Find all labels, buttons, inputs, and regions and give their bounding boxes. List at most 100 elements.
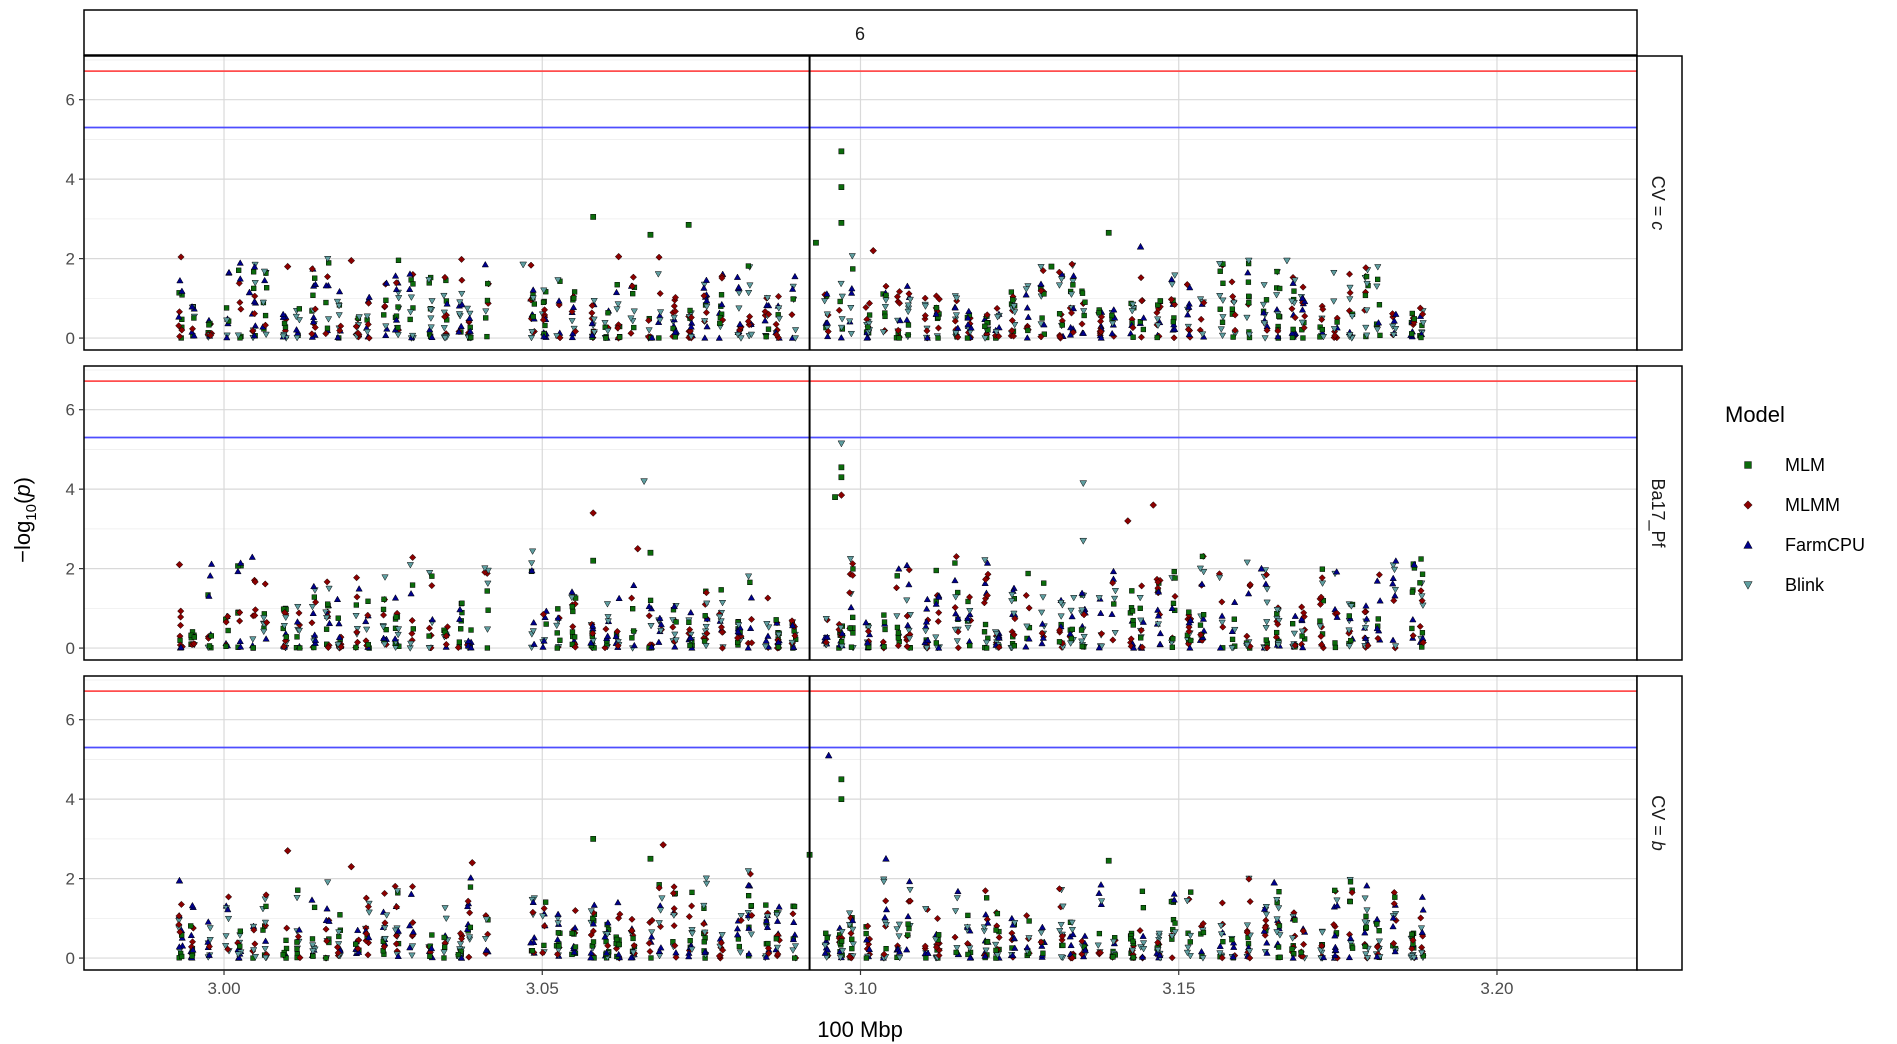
snp-point-blink — [1217, 326, 1225, 333]
snp-point-farmcpu — [1389, 914, 1397, 921]
snp-point-mlmm — [1097, 317, 1105, 325]
snp-point-mlm — [1332, 887, 1338, 894]
legend-key-mlm — [1744, 461, 1752, 469]
snp-point-mlmm — [1109, 579, 1117, 587]
snp-point-mlm — [395, 324, 401, 331]
snp-point-blink — [627, 315, 635, 322]
snp-point-mlm — [1039, 315, 1045, 321]
snp-point-blink — [441, 335, 449, 342]
snp-point-mlmm — [571, 907, 579, 915]
snp-point-farmcpu — [569, 303, 578, 311]
snp-point-mlm — [616, 334, 623, 340]
snp-point-mlmm — [995, 332, 1003, 340]
snp-point-mlm — [895, 630, 902, 636]
peak-point-mlm — [813, 239, 819, 246]
snp-point-mlm — [1319, 566, 1326, 572]
snp-point-blink — [656, 309, 665, 316]
peak-point-mlm — [647, 855, 654, 862]
snp-point-farmcpu — [1391, 947, 1399, 955]
snp-point-blink — [1008, 598, 1016, 605]
snp-point-mlmm — [408, 630, 416, 638]
snp-point-mlm — [543, 621, 549, 627]
snp-point-blink — [1037, 264, 1045, 271]
snp-point-blink — [1418, 949, 1426, 957]
snp-point-mlmm — [353, 593, 361, 601]
snp-point-mlm — [208, 633, 215, 639]
snp-point-mlm — [206, 643, 213, 649]
snp-point-mlm — [689, 889, 695, 896]
snp-point-blink — [1216, 293, 1224, 300]
snp-point-mlm — [984, 939, 991, 945]
snp-point-blink — [1319, 334, 1328, 341]
snp-point-mlmm — [337, 643, 345, 651]
snp-point-mlmm — [1185, 623, 1193, 631]
snp-point-mlm — [792, 955, 798, 961]
snp-point-blink — [293, 895, 301, 902]
snp-point-blink — [261, 946, 269, 953]
snp-point-mlmm — [951, 317, 959, 325]
peak-point-mlmm — [869, 246, 877, 255]
snp-point-mlm — [763, 334, 769, 340]
snp-point-mlm — [283, 937, 289, 944]
snp-point-farmcpu — [982, 910, 990, 918]
snp-point-mlmm — [308, 619, 316, 627]
snp-point-mlm — [1068, 635, 1075, 642]
snp-point-blink — [744, 868, 752, 875]
snp-point-farmcpu — [587, 954, 595, 961]
snp-point-farmcpu — [1156, 629, 1165, 637]
snp-point-mlmm — [1291, 641, 1299, 650]
snp-point-blink — [482, 916, 491, 923]
snp-point-farmcpu — [747, 594, 756, 601]
snp-point-blink — [1217, 923, 1225, 930]
snp-point-blink — [249, 636, 257, 643]
snp-point-farmcpu — [1363, 615, 1371, 622]
snp-point-mlm — [983, 895, 990, 901]
peak-point-farmcpu — [1136, 242, 1145, 250]
snp-point-mlmm — [556, 334, 564, 342]
snp-point-mlm — [310, 292, 316, 298]
snp-point-farmcpu — [1298, 306, 1307, 313]
snp-point-farmcpu — [1363, 881, 1371, 889]
strip-label-variable: b — [1648, 841, 1668, 851]
snp-point-blink — [1111, 588, 1120, 595]
snp-point-mlmm — [628, 594, 636, 602]
snp-point-blink — [836, 954, 845, 962]
snp-point-farmcpu — [922, 618, 931, 625]
snp-point-mlmm — [1037, 287, 1045, 295]
right-strip-background — [1636, 675, 1683, 971]
snp-point-mlm — [1130, 334, 1136, 340]
snp-point-blink — [1057, 954, 1066, 961]
snp-point-blink — [905, 635, 914, 643]
snp-point-blink — [590, 298, 598, 305]
snp-point-farmcpu — [325, 619, 334, 627]
snp-point-mlm — [630, 935, 636, 942]
snp-point-mlmm — [425, 624, 433, 632]
snp-point-blink — [309, 948, 317, 955]
snp-point-mlm — [1060, 942, 1066, 949]
snp-point-farmcpu — [392, 316, 401, 323]
snp-point-farmcpu — [788, 621, 797, 629]
snp-point-mlm — [441, 955, 447, 961]
snp-point-mlmm — [1022, 591, 1030, 599]
snp-point-mlmm — [588, 302, 596, 310]
snp-point-mlm — [953, 949, 959, 956]
snp-point-blink — [427, 324, 435, 331]
snp-point-mlm — [1170, 636, 1176, 642]
snp-point-farmcpu — [904, 912, 912, 920]
snp-point-blink — [1218, 619, 1226, 627]
peak-point-blink — [1244, 257, 1253, 265]
snp-point-farmcpu — [703, 322, 711, 330]
snp-point-farmcpu — [1168, 604, 1176, 612]
snp-point-farmcpu — [952, 609, 960, 617]
snp-point-mlmm — [688, 902, 696, 910]
snp-point-mlm — [701, 638, 708, 644]
snp-point-mlm — [1363, 924, 1369, 930]
snp-point-farmcpu — [443, 300, 451, 307]
snp-point-blink — [1373, 326, 1382, 334]
snp-point-farmcpu — [354, 926, 362, 933]
snp-point-mlm — [763, 902, 769, 908]
snp-point-farmcpu — [177, 643, 185, 651]
snp-point-mlmm — [365, 299, 373, 307]
snp-point-farmcpu — [1184, 310, 1192, 318]
